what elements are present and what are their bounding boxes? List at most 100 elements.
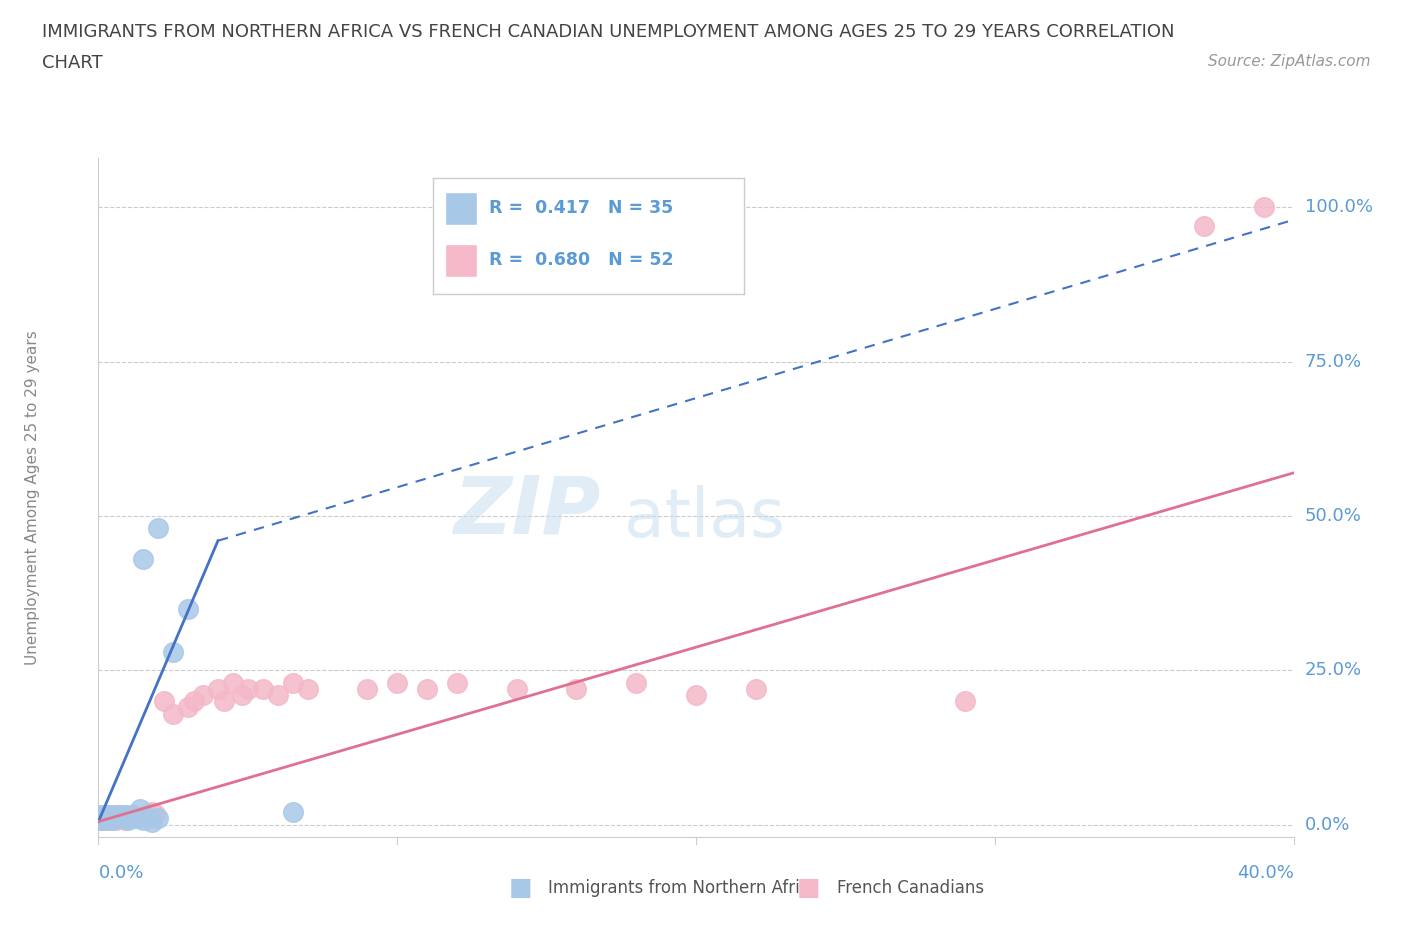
Point [98,811,122,826]
Text: IMMIGRANTS FROM NORTHERN AFRICA VS FRENCH CANADIAN UNEMPLOYMENT AMONG AGES 25 TO: IMMIGRANTS FROM NORTHERN AFRICA VS FRENC… [42,23,1174,41]
Point [108,810,131,825]
Point [162,644,184,659]
Point [98,812,122,827]
Text: ■: ■ [509,876,531,900]
Point [87,812,110,827]
Point [124,811,146,826]
Point [90,812,112,827]
Point [96,810,118,825]
Point [385,675,409,690]
Point [96,808,118,823]
Text: 0.0%: 0.0% [98,864,143,883]
Point [356,682,378,697]
Point [207,682,229,697]
Point [96,812,118,827]
Point [117,812,139,827]
Point [231,687,253,702]
Point [127,811,149,826]
Point [124,808,146,823]
Point [114,810,136,825]
Point [105,808,128,823]
Point [105,812,128,827]
Point [148,521,170,536]
Text: atlas: atlas [624,485,785,551]
Point [111,810,134,825]
Point [212,694,235,709]
Text: French Canadians: French Canadians [837,879,984,897]
Text: 50.0%: 50.0% [1305,507,1361,525]
Point [96,811,118,826]
Point [565,682,588,697]
Point [416,682,439,697]
Point [953,694,976,709]
Point [111,811,134,826]
Point [624,675,647,690]
Text: 40.0%: 40.0% [1237,864,1294,883]
Point [141,814,163,829]
Point [111,811,134,826]
Text: Immigrants from Northern Africa: Immigrants from Northern Africa [548,879,820,897]
Point [138,806,160,821]
Point [103,811,125,826]
Point [98,808,122,823]
Text: CHART: CHART [42,54,103,72]
Point [108,808,131,823]
Text: R =  0.417   N = 35: R = 0.417 N = 35 [489,199,673,218]
Point [93,811,115,826]
Point [685,687,707,702]
Point [191,687,214,702]
Point [103,808,125,823]
Point [138,811,160,826]
Point [141,804,163,819]
Point [177,700,200,715]
Point [506,682,529,697]
Point [222,675,245,690]
Point [1192,219,1215,233]
Point [108,811,131,826]
Point [93,810,115,825]
Point [98,810,122,825]
Point [114,812,136,827]
Point [90,811,112,826]
Point [297,682,319,697]
Point [183,694,205,709]
Point [111,808,134,823]
Point [135,810,157,825]
Bar [446,245,477,276]
Point [108,811,131,826]
Point [132,812,155,827]
Point [90,810,112,825]
Text: Source: ZipAtlas.com: Source: ZipAtlas.com [1208,54,1371,69]
Point [117,810,139,825]
Text: ZIP: ZIP [453,472,600,551]
Point [162,706,184,721]
Point [114,808,136,823]
Point [252,682,274,697]
Point [105,810,128,825]
Text: 75.0%: 75.0% [1305,352,1362,371]
Point [114,810,136,825]
Text: 100.0%: 100.0% [1305,198,1372,217]
Point [105,811,128,826]
Point [93,812,115,827]
Text: R =  0.680   N = 52: R = 0.680 N = 52 [489,251,673,270]
Point [93,808,115,823]
Point [103,810,125,825]
Point [267,687,290,702]
Point [745,682,768,697]
Point [87,811,110,826]
Point [1253,200,1275,215]
Point [90,808,112,823]
Point [236,682,259,697]
Point [281,675,304,690]
Text: Unemployment Among Ages 25 to 29 years: Unemployment Among Ages 25 to 29 years [25,330,41,665]
Text: 0.0%: 0.0% [1305,816,1350,833]
Point [177,601,200,616]
Point [127,811,149,826]
Point [153,694,176,709]
Point [117,811,139,826]
Point [129,810,152,825]
Text: ■: ■ [797,876,820,900]
Point [281,804,304,819]
Point [129,802,152,817]
